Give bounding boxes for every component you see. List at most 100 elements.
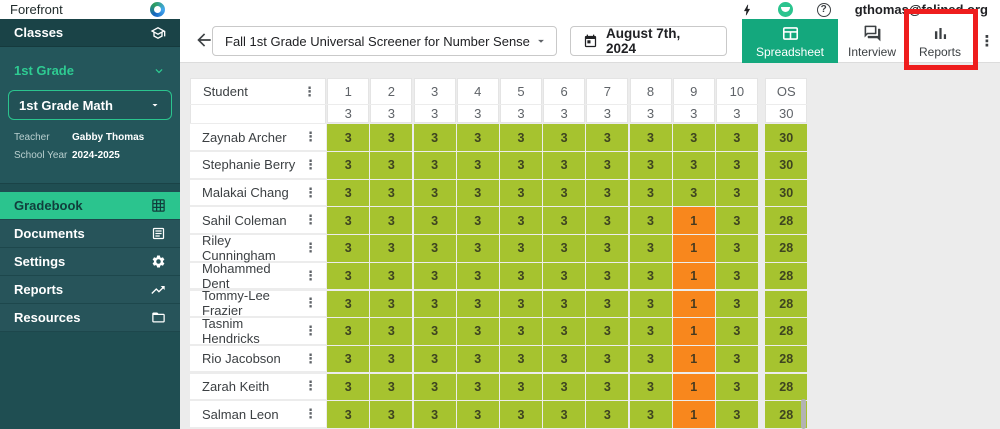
sidebar-item-resources[interactable]: Resources: [0, 304, 180, 332]
score-cell[interactable]: 3: [715, 262, 758, 290]
score-cell[interactable]: 3: [370, 345, 413, 373]
score-cell[interactable]: 3: [629, 290, 672, 317]
class-select[interactable]: 1st Grade Math: [8, 90, 172, 120]
student-header-menu-icon[interactable]: ⋮: [303, 83, 316, 99]
score-cell[interactable]: 3: [413, 373, 456, 401]
score-cell[interactable]: 3: [499, 235, 542, 262]
score-cell[interactable]: 3: [413, 207, 456, 234]
student-menu-icon[interactable]: ⋮: [304, 378, 317, 394]
score-cell[interactable]: 3: [543, 235, 586, 262]
score-cell[interactable]: 3: [456, 345, 499, 373]
score-cell[interactable]: 3: [499, 345, 542, 373]
student-name-cell[interactable]: Tommy-Lee Frazier ⋮: [190, 288, 326, 318]
student-menu-icon[interactable]: ⋮: [304, 406, 317, 421]
score-cell[interactable]: 3: [586, 401, 629, 428]
score-cell[interactable]: 3: [456, 152, 499, 179]
score-cell[interactable]: 3: [543, 345, 586, 373]
student-name-cell[interactable]: Zaynab Archer ⋮: [190, 124, 326, 151]
date-picker-button[interactable]: August 7th, 2024: [570, 26, 727, 56]
score-cell[interactable]: 3: [327, 345, 370, 373]
score-cell[interactable]: 3: [456, 124, 499, 151]
lightning-icon[interactable]: [740, 3, 754, 17]
score-cell[interactable]: 3: [715, 207, 758, 234]
student-name-cell[interactable]: Sahil Coleman ⋮: [190, 207, 326, 234]
score-cell[interactable]: 3: [327, 124, 370, 151]
score-cell[interactable]: 3: [327, 152, 370, 179]
score-cell[interactable]: 1: [672, 373, 715, 401]
score-cell[interactable]: 3: [715, 318, 758, 345]
score-cell[interactable]: 3: [543, 373, 586, 401]
score-cell[interactable]: 3: [370, 401, 413, 428]
back-arrow-icon[interactable]: [194, 30, 214, 50]
score-cell[interactable]: 3: [327, 207, 370, 234]
score-cell[interactable]: 3: [327, 179, 370, 207]
score-cell[interactable]: 3: [715, 290, 758, 317]
score-cell[interactable]: 3: [715, 345, 758, 373]
score-cell[interactable]: 3: [672, 124, 715, 151]
score-cell[interactable]: 3: [586, 373, 629, 401]
score-cell[interactable]: 3: [715, 179, 758, 207]
student-menu-icon[interactable]: ⋮: [304, 212, 317, 228]
score-cell[interactable]: 3: [413, 152, 456, 179]
assessment-select[interactable]: Fall 1st Grade Universal Screener for Nu…: [212, 26, 557, 56]
score-cell[interactable]: 3: [413, 179, 456, 207]
score-cell[interactable]: 3: [715, 152, 758, 179]
score-cell[interactable]: 3: [629, 345, 672, 373]
score-cell[interactable]: 3: [499, 290, 542, 317]
score-cell[interactable]: 3: [629, 318, 672, 345]
score-cell[interactable]: 3: [543, 152, 586, 179]
score-cell[interactable]: 3: [586, 207, 629, 234]
score-cell[interactable]: 3: [629, 262, 672, 290]
score-cell[interactable]: 3: [586, 345, 629, 373]
tab-interview[interactable]: Interview: [838, 19, 906, 63]
sidebar-item-gradebook[interactable]: Gradebook: [0, 192, 180, 220]
student-menu-icon[interactable]: ⋮: [304, 350, 317, 366]
vertical-scrollbar[interactable]: [801, 399, 806, 429]
score-cell[interactable]: 3: [370, 124, 413, 151]
student-menu-icon[interactable]: ⋮: [304, 184, 317, 200]
score-cell[interactable]: 3: [456, 235, 499, 262]
student-menu-icon[interactable]: ⋮: [304, 239, 317, 255]
user-email[interactable]: gthomas@falined.org: [854, 2, 988, 17]
score-cell[interactable]: 1: [672, 235, 715, 262]
more-options-icon[interactable]: ⋮: [979, 33, 995, 50]
score-cell[interactable]: 3: [543, 401, 586, 428]
score-cell[interactable]: 3: [499, 262, 542, 290]
score-cell[interactable]: 3: [370, 290, 413, 317]
score-cell[interactable]: 3: [327, 373, 370, 401]
score-cell[interactable]: 3: [543, 207, 586, 234]
score-cell[interactable]: 3: [586, 318, 629, 345]
student-name-cell[interactable]: Salman Leon ⋮: [190, 401, 326, 428]
score-cell[interactable]: 1: [672, 318, 715, 345]
score-cell[interactable]: 3: [370, 179, 413, 207]
student-menu-icon[interactable]: ⋮: [304, 322, 317, 338]
score-cell[interactable]: 3: [629, 124, 672, 151]
score-cell[interactable]: 3: [456, 207, 499, 234]
score-cell[interactable]: 3: [456, 373, 499, 401]
help-icon[interactable]: ?: [816, 2, 831, 17]
sidebar-grade-toggle[interactable]: 1st Grade: [0, 55, 180, 84]
score-cell[interactable]: 3: [456, 179, 499, 207]
sidebar-item-reports[interactable]: Reports: [0, 276, 180, 304]
score-cell[interactable]: 3: [370, 235, 413, 262]
score-cell[interactable]: 3: [586, 290, 629, 317]
student-name-cell[interactable]: Malakai Chang ⋮: [190, 179, 326, 207]
score-cell[interactable]: 3: [629, 207, 672, 234]
score-cell[interactable]: 3: [715, 124, 758, 151]
score-cell[interactable]: 3: [499, 179, 542, 207]
score-cell[interactable]: 3: [543, 179, 586, 207]
score-cell[interactable]: 3: [672, 179, 715, 207]
score-cell[interactable]: 3: [586, 235, 629, 262]
score-cell[interactable]: 3: [456, 318, 499, 345]
student-name-cell[interactable]: Rio Jacobson ⋮: [190, 345, 326, 373]
score-cell[interactable]: 3: [499, 152, 542, 179]
score-cell[interactable]: 3: [413, 124, 456, 151]
score-cell[interactable]: 3: [370, 318, 413, 345]
student-menu-icon[interactable]: ⋮: [304, 295, 317, 311]
score-cell[interactable]: 3: [499, 207, 542, 234]
score-cell[interactable]: 3: [370, 152, 413, 179]
score-cell[interactable]: 3: [672, 152, 715, 179]
score-cell[interactable]: 3: [715, 235, 758, 262]
score-cell[interactable]: 3: [499, 318, 542, 345]
score-cell[interactable]: 3: [629, 373, 672, 401]
